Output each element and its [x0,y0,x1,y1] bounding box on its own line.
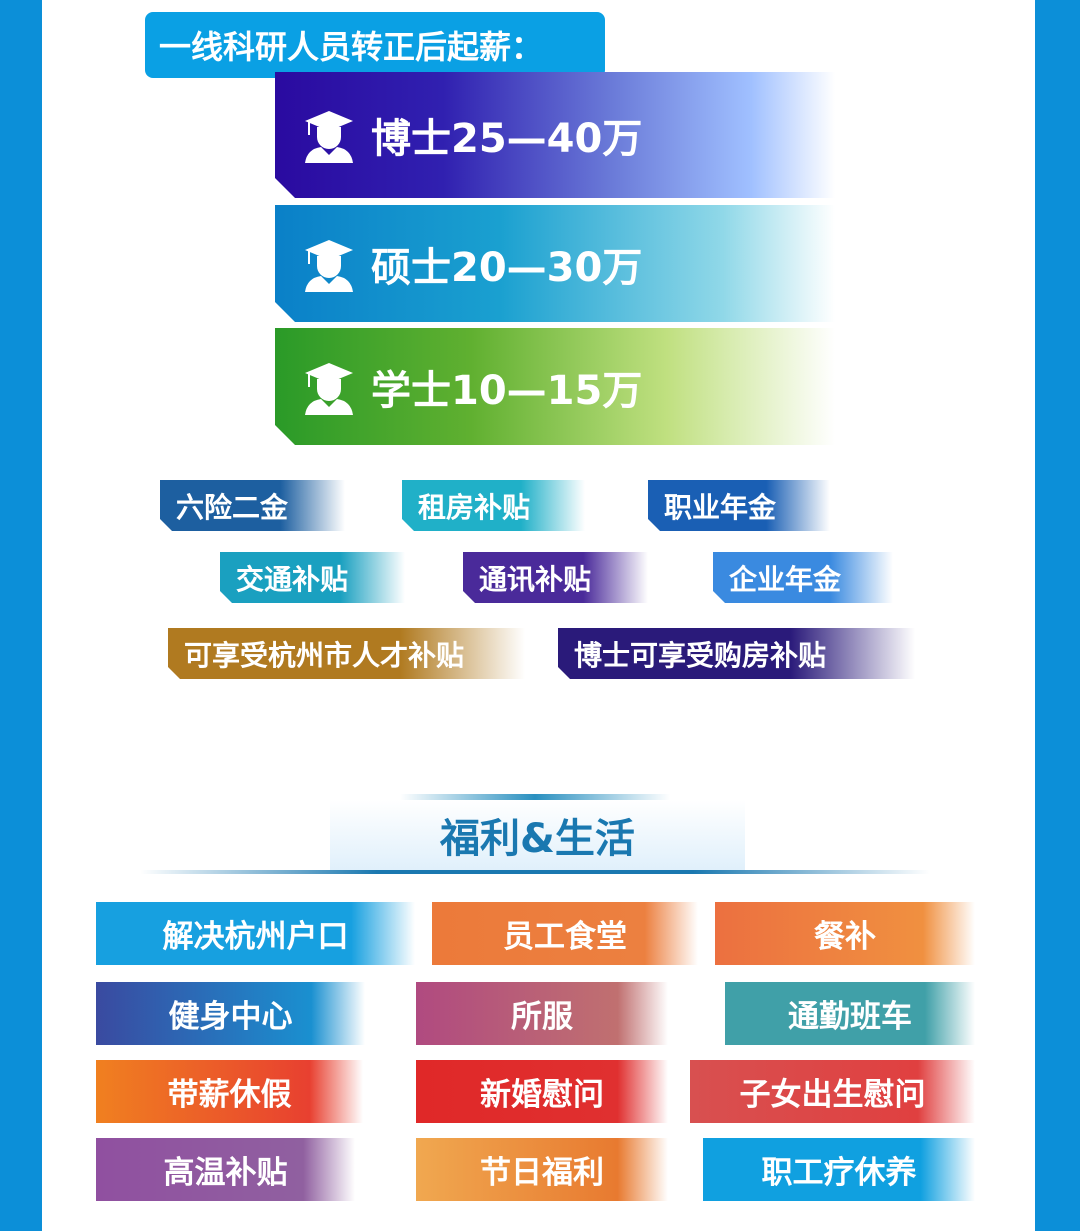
welfare-title: 福利&生活 [330,800,745,870]
left-border [0,0,42,1231]
welfare-item: 带薪休假 [96,1060,363,1123]
welfare-item: 高温补贴 [96,1138,355,1201]
welfare-item: 解决杭州户口 [96,902,415,965]
welfare-item: 健身中心 [96,982,365,1045]
salary-level-1: 硕士20—30万 [275,205,835,322]
graduate-icon [301,359,357,415]
welfare-title-decoration [400,794,670,800]
welfare-item: 员工食堂 [432,902,698,965]
welfare-divider [140,870,930,874]
benefit-tag: 企业年金 [713,552,893,603]
welfare-item: 所服 [416,982,668,1045]
salary-heading: 一线科研人员转正后起薪： [145,12,605,78]
benefit-tag: 可享受杭州市人才补贴 [168,628,525,679]
salary-level-0: 博士25—40万 [275,72,835,198]
welfare-item: 通勤班车 [725,982,975,1045]
welfare-item: 餐补 [715,902,975,965]
graduate-icon [301,236,357,292]
salary-level-label: 学士10—15万 [371,367,643,414]
benefit-tag: 通讯补贴 [463,552,648,603]
benefit-tag: 租房补贴 [402,480,585,531]
welfare-item: 职工疗休养 [703,1138,975,1201]
graduate-icon [301,107,357,163]
right-border [1035,0,1080,1231]
salary-level-label: 硕士20—30万 [371,244,643,291]
salary-level-label: 博士25—40万 [371,116,643,162]
welfare-item: 新婚慰问 [416,1060,668,1123]
salary-level-2: 学士10—15万 [275,328,835,445]
welfare-item: 节日福利 [416,1138,668,1201]
benefit-tag: 六险二金 [160,480,345,531]
welfare-item: 子女出生慰问 [690,1060,975,1123]
benefit-tag: 职业年金 [648,480,830,531]
benefit-tag: 交通补贴 [220,552,405,603]
benefit-tag: 博士可享受购房补贴 [558,628,915,679]
